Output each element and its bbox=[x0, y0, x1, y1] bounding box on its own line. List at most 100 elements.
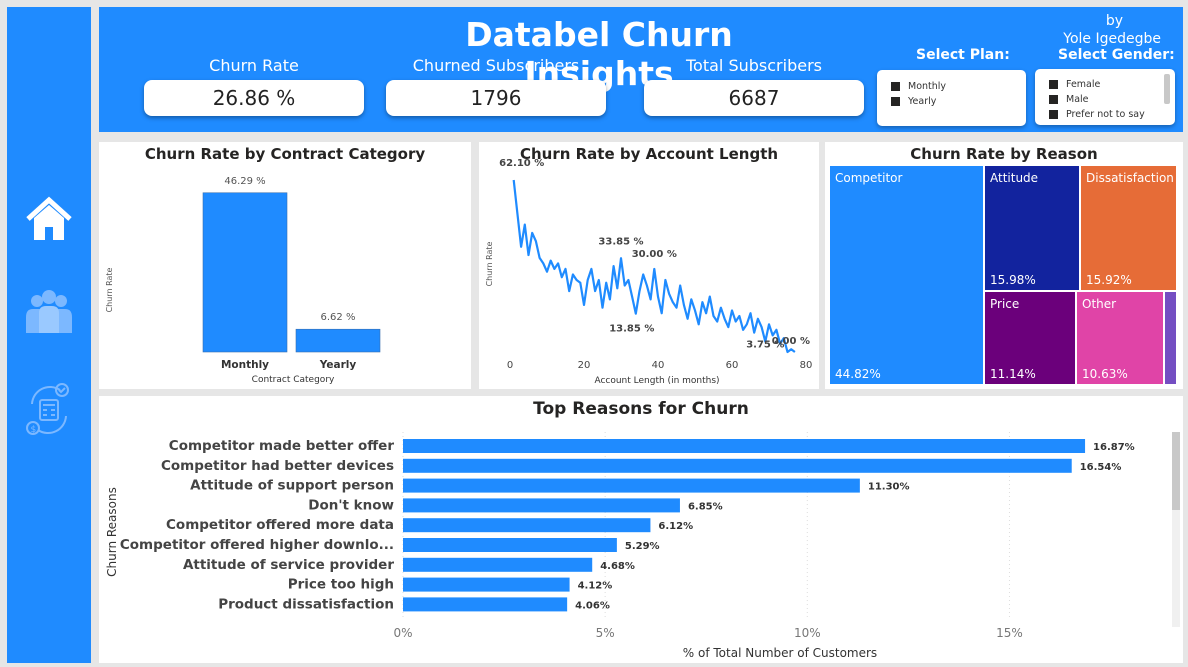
kpi-churned-subscribers-card: 1796 bbox=[386, 80, 606, 116]
kpi-churn-rate-label: Churn Rate bbox=[209, 56, 299, 75]
tick-label: 40 bbox=[652, 360, 665, 371]
checkbox[interactable] bbox=[1049, 80, 1058, 89]
tick-label: 5% bbox=[596, 626, 615, 640]
author-credit: by Yole Igedegbe bbox=[1041, 12, 1161, 48]
account-length-chart: Churn Rate Account Length (in months) 0 2… bbox=[485, 158, 813, 386]
category-label: Competitor offered higher downlo... bbox=[120, 537, 394, 553]
billing-cycle-icon[interactable]: $ bbox=[24, 382, 74, 435]
tick-label: Monthly bbox=[221, 359, 269, 371]
gender-option-prefer-not[interactable]: Prefer not to say bbox=[1049, 109, 1145, 120]
treemap-value: 15.98% bbox=[990, 273, 1036, 287]
account-length-panel: Churn Rate by Account Length Churn Rate … bbox=[479, 142, 819, 389]
data-label: 33.85 % bbox=[598, 236, 643, 247]
bar bbox=[202, 192, 288, 353]
treemap-price[interactable]: Price 11.14% bbox=[984, 291, 1076, 385]
tick-label: 20 bbox=[578, 360, 591, 371]
chart-title: Churn Rate by Contract Category bbox=[144, 145, 426, 163]
gender-option-label: Male bbox=[1066, 94, 1089, 105]
bar bbox=[403, 498, 680, 513]
treemap-label: Price bbox=[990, 297, 1020, 311]
reason-treemap-panel: Churn Rate by Reason Competitor 44.82% A… bbox=[825, 142, 1183, 389]
kpi-total-subscribers-label: Total Subscribers bbox=[686, 56, 822, 75]
people-icon[interactable] bbox=[24, 285, 74, 335]
bar bbox=[403, 478, 860, 493]
chart-title: Top Reasons for Churn bbox=[533, 399, 749, 419]
checkbox[interactable] bbox=[891, 97, 900, 106]
contract-category-panel: Churn Rate by Contract Category Churn Ra… bbox=[99, 142, 471, 389]
chart-title: Churn Rate by Reason bbox=[910, 145, 1098, 163]
bar bbox=[403, 538, 617, 552]
checkbox[interactable] bbox=[1049, 110, 1058, 119]
header-banner: Databel Churn Insights by Yole Igedegbe … bbox=[99, 7, 1183, 132]
data-label: 6.62 % bbox=[321, 312, 356, 323]
category-label: Attitude of service provider bbox=[183, 557, 394, 573]
tick-label: 15% bbox=[996, 626, 1023, 640]
treemap-label: Attitude bbox=[990, 171, 1039, 185]
plan-option-monthly[interactable]: Monthly bbox=[891, 81, 946, 92]
kpi-total-subscribers-card: 6687 bbox=[644, 80, 864, 116]
gender-option-male[interactable]: Male bbox=[1049, 94, 1089, 105]
treemap-dissatisfaction[interactable]: Dissatisfaction 15.92% bbox=[1080, 165, 1177, 291]
data-label: 6.12% bbox=[658, 521, 693, 532]
treemap-value: 44.82% bbox=[835, 367, 881, 381]
treemap-label: Other bbox=[1082, 297, 1117, 311]
data-label: 16.54% bbox=[1080, 462, 1122, 473]
data-label: 0.00 % bbox=[772, 336, 810, 347]
data-label: 5.29% bbox=[625, 541, 660, 552]
contract-category-chart: Churn Rate Contract Category 46.29 % Mont… bbox=[105, 176, 381, 385]
tick-label: 10% bbox=[794, 626, 821, 640]
checkbox[interactable] bbox=[1049, 95, 1058, 104]
treemap-other[interactable]: Other 10.63% bbox=[1076, 291, 1164, 385]
series-line bbox=[512, 179, 796, 354]
y-axis-label: Churn Reasons bbox=[105, 487, 119, 577]
treemap-label: Dissatisfaction bbox=[1086, 171, 1174, 185]
treemap-value: 10.63% bbox=[1082, 367, 1128, 381]
category-label: Competitor made better offer bbox=[169, 438, 395, 454]
y-axis-label: Churn Rate bbox=[105, 268, 114, 313]
top-reasons-panel: Top Reasons for Churn Churn Reasons % of… bbox=[99, 396, 1183, 663]
treemap-competitor[interactable]: Competitor 44.82% bbox=[829, 165, 984, 385]
byline-by: by bbox=[1105, 13, 1123, 29]
bar bbox=[403, 518, 651, 533]
home-icon[interactable] bbox=[24, 195, 74, 245]
scrollbar-thumb[interactable] bbox=[1172, 432, 1180, 510]
x-axis-label: Contract Category bbox=[252, 375, 335, 385]
plan-option-yearly[interactable]: Yearly bbox=[891, 96, 936, 107]
gender-option-label: Female bbox=[1066, 79, 1101, 90]
top-reasons-chart: Churn Reasons % of Total Number of Custo… bbox=[105, 432, 1135, 660]
plan-option-label: Monthly bbox=[908, 81, 947, 92]
bar bbox=[403, 577, 570, 592]
tick-label: 80 bbox=[800, 360, 813, 371]
bar bbox=[295, 328, 381, 353]
gender-slicer-scrollbar[interactable] bbox=[1164, 74, 1170, 104]
byline-author: Yole Igedegbe bbox=[1063, 31, 1161, 47]
treemap-label: Competitor bbox=[835, 171, 903, 185]
data-label: 62.10 % bbox=[499, 158, 544, 169]
treemap-sliver[interactable] bbox=[1164, 291, 1177, 385]
treemap-value: 11.14% bbox=[990, 367, 1036, 381]
tick-label: 60 bbox=[726, 360, 739, 371]
x-axis-label: Account Length (in months) bbox=[594, 376, 719, 386]
treemap-attitude[interactable]: Attitude 15.98% bbox=[984, 165, 1080, 291]
scrollbar-track[interactable] bbox=[1172, 432, 1180, 627]
category-label: Competitor offered more data bbox=[166, 517, 394, 533]
checkbox[interactable] bbox=[891, 82, 900, 91]
navigation-sidebar: $ bbox=[7, 7, 91, 663]
category-label: Product dissatisfaction bbox=[218, 596, 394, 612]
bar bbox=[403, 597, 568, 612]
gender-slicer-title: Select Gender: bbox=[1058, 47, 1175, 63]
chart-title: Churn Rate by Account Length bbox=[519, 145, 779, 163]
plan-option-label: Yearly bbox=[908, 96, 937, 107]
gender-slicer: Female Male Prefer not to say bbox=[1035, 69, 1175, 125]
data-label: 4.68% bbox=[600, 561, 635, 572]
data-label: 3.75 % bbox=[746, 340, 784, 351]
data-label: 30.00 % bbox=[632, 249, 677, 260]
gender-option-female[interactable]: Female bbox=[1049, 79, 1100, 90]
svg-text:$: $ bbox=[31, 425, 37, 435]
bar bbox=[403, 458, 1072, 473]
x-axis-label: % of Total Number of Customers bbox=[683, 646, 877, 660]
kpi-churn-rate-card: 26.86 % bbox=[144, 80, 364, 116]
tick-label: 0% bbox=[393, 626, 412, 640]
y-axis-label: Churn Rate bbox=[485, 242, 494, 287]
data-label: 16.87% bbox=[1093, 442, 1135, 453]
